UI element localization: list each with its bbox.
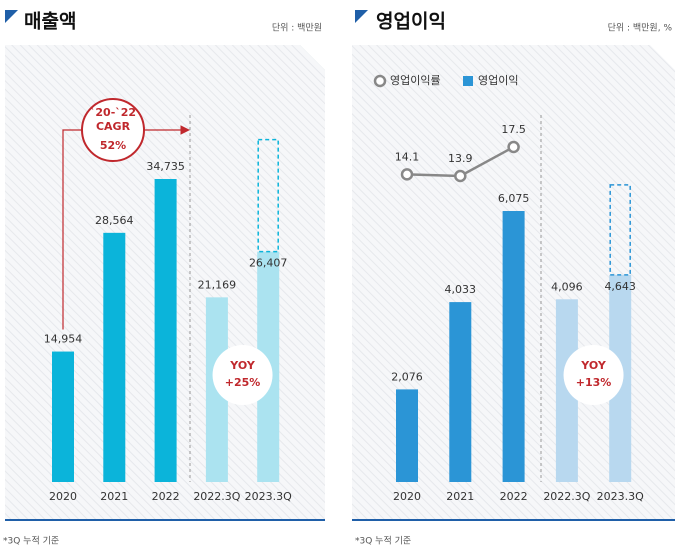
unit-label: 단위 : 백만원 [272, 23, 322, 34]
value-label: 4,096 [551, 280, 583, 293]
chart-title: 매출액 [24, 11, 76, 33]
x-tick-label: 2020 [393, 490, 421, 503]
line-value-label: 13.9 [448, 152, 473, 165]
x-tick-label: 2022 [152, 490, 180, 503]
legend-marker [373, 74, 387, 88]
title-icon [355, 10, 368, 23]
cagr-value: 52% [100, 139, 126, 152]
value-label: 2,076 [391, 370, 423, 383]
x-tick-label: 2021 [100, 490, 128, 503]
x-tick-label: 2022.3Q [543, 490, 590, 503]
value-label: 6,075 [498, 192, 530, 205]
yoy-badge [212, 345, 273, 405]
bar [52, 351, 74, 482]
bar [502, 211, 525, 482]
bar [555, 299, 578, 482]
x-tick-label: 2022.3Q [193, 490, 240, 503]
x-tick-label: 2023.3Q [245, 490, 292, 503]
bar [396, 389, 418, 482]
line-point [454, 169, 467, 183]
x-tick-label: 2022 [500, 490, 528, 503]
x-tick-label: 2020 [49, 490, 77, 503]
yoy-label: YOY [580, 359, 607, 372]
value-label: 4,033 [445, 283, 477, 296]
yoy-label: YOY [229, 359, 256, 372]
value-label: 34,735 [146, 160, 185, 173]
footnote: *3Q 누적 기준 [355, 535, 411, 547]
line-value-label: 17.5 [501, 123, 526, 136]
x-tick-label: 2021 [446, 490, 474, 503]
value-label: 14,954 [44, 333, 83, 346]
cagr-arrow [62, 125, 191, 330]
chart-title: 영업이익 [376, 11, 446, 33]
yoy-value: +25% [225, 376, 261, 389]
projection-box [609, 184, 631, 276]
legend-label: 영업이익률 [390, 74, 441, 87]
line-point [400, 168, 414, 181]
footnote: *3Q 누적 기준 [3, 535, 59, 547]
line-point [507, 140, 520, 154]
title-icon [5, 10, 18, 23]
bar [103, 232, 126, 482]
yoy-value: +13% [576, 376, 612, 389]
legend-label: 영업이익 [478, 74, 518, 87]
cagr-period: `20-`22 [90, 106, 136, 119]
value-label: 4,643 [604, 280, 636, 293]
legend-marker [463, 76, 473, 86]
value-label: 21,169 [198, 278, 237, 291]
value-label: 26,407 [249, 257, 288, 270]
bar [449, 302, 472, 482]
value-label: 28,564 [95, 214, 134, 227]
x-tick-label: 2023.3Q [597, 490, 644, 503]
yoy-badge [563, 345, 624, 405]
bar [154, 179, 177, 482]
cagr-label: CAGR [96, 120, 131, 133]
cagr-badge [81, 98, 145, 162]
projection-box [257, 138, 279, 253]
unit-label: 단위 : 백만원, % [608, 23, 673, 34]
line-value-label: 14.1 [395, 150, 420, 163]
